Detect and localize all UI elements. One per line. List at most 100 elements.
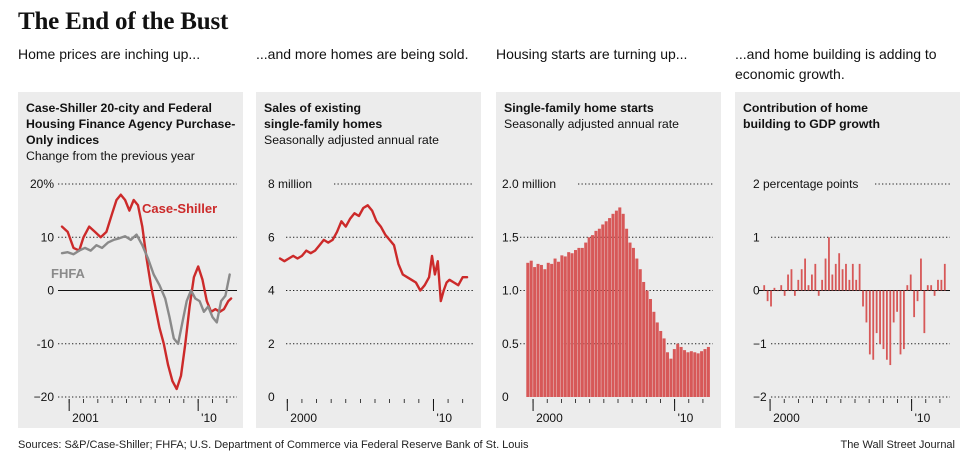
- bar: [940, 279, 943, 291]
- bar: [906, 285, 909, 291]
- panel-title-block: Case-Shiller 20-city and Federal Housing…: [26, 100, 238, 164]
- bar: [868, 290, 871, 355]
- bar: [666, 352, 670, 397]
- bar: [546, 262, 550, 397]
- bar: [916, 290, 919, 302]
- bar: [787, 274, 789, 291]
- bar: [631, 247, 635, 397]
- bar: [909, 274, 912, 291]
- bar: [574, 250, 578, 397]
- bar: [580, 247, 584, 397]
- bar: [821, 279, 824, 291]
- bar: [923, 290, 926, 334]
- x-tick-label: '10: [678, 411, 694, 425]
- series-line-existing-single-family-home-sales: [278, 204, 469, 303]
- y-tick-label: 0: [502, 390, 509, 404]
- y-tick-label: 2: [268, 337, 275, 351]
- series-label-fhfa: FHFA: [51, 266, 86, 281]
- bar: [828, 237, 830, 291]
- bar: [865, 290, 868, 323]
- x-tick-label: 2000: [290, 411, 317, 425]
- bar: [689, 351, 693, 397]
- bar: [676, 343, 680, 397]
- bar: [642, 281, 646, 397]
- headline-prices: Home prices are inching up...: [18, 46, 201, 62]
- y-tick-label: 2 percentage points: [753, 177, 858, 191]
- panel-housing-starts: Single-family home starts Seasonally adj…: [496, 92, 721, 428]
- bar: [553, 258, 557, 397]
- bar: [899, 290, 902, 355]
- bar: [577, 247, 581, 397]
- bar: [560, 255, 564, 397]
- bar: [655, 322, 659, 397]
- bar: [625, 228, 629, 397]
- bar: [638, 269, 642, 397]
- bar: [858, 263, 861, 291]
- bar: [601, 224, 605, 397]
- bar: [926, 285, 929, 291]
- headline-sales: ...and more homes are being sold.: [256, 46, 469, 62]
- bar: [882, 290, 885, 350]
- bar: [889, 290, 892, 366]
- bar: [533, 267, 537, 397]
- chart-subtitle: Seasonally adjusted annual rate: [264, 133, 440, 147]
- bar: [604, 221, 608, 397]
- bar: [776, 290, 779, 292]
- bar: [683, 350, 687, 397]
- existing-sales-chart: 8 million 6 4 2 0 2000 '10: [268, 177, 473, 425]
- y-tick-label: −20: [34, 390, 55, 404]
- bar: [838, 253, 841, 291]
- panel-title-block: Single-family home starts Seasonally adj…: [504, 100, 716, 132]
- y-tick-label: 0: [268, 390, 275, 404]
- bar: [817, 290, 820, 296]
- bar: [783, 290, 786, 296]
- home-prices-chart: 20% 10 0 -10 −20 2001 '10 Case-Shiller FHFA: [30, 177, 237, 425]
- x-tick-label: '10: [201, 411, 217, 425]
- bar: [669, 358, 673, 397]
- bar: [645, 290, 649, 397]
- x-tick-label: '10: [436, 411, 452, 425]
- panel-existing-sales: Sales of existing single-family homes Se…: [256, 92, 481, 428]
- bar: [892, 290, 895, 323]
- bar: [807, 285, 810, 291]
- x-tick-label: 2000: [536, 411, 563, 425]
- panel-title-block: Sales of existing single-family homes Se…: [264, 100, 476, 148]
- bar: [556, 261, 560, 397]
- series-label-case-shiller: Case-Shiller: [142, 201, 217, 216]
- bar: [804, 258, 806, 291]
- bar: [703, 349, 707, 397]
- series-line-case-shiller: [60, 193, 233, 391]
- bar: [570, 253, 574, 397]
- bar: [659, 330, 663, 397]
- bar: [543, 269, 547, 397]
- bar: [662, 338, 666, 397]
- bar: [594, 230, 598, 397]
- bar: [696, 353, 700, 397]
- panel-home-prices: Case-Shiller 20-city and Federal Housing…: [18, 92, 243, 428]
- bar: [587, 237, 591, 397]
- panel-gdp-contribution: Contribution of home building to GDP gro…: [735, 92, 960, 428]
- bar: [930, 285, 933, 291]
- bar: [875, 290, 878, 334]
- gdp-contribution-chart: 2 percentage points 1 0 −1 −2 2000 '10: [753, 177, 950, 425]
- bar: [903, 290, 905, 350]
- bar: [611, 213, 615, 397]
- bar: [648, 299, 652, 397]
- bar: [614, 210, 618, 397]
- bar: [814, 263, 817, 291]
- bar: [811, 274, 813, 291]
- sources-note: Sources: S&P/Case-Shiller; FHFA; U.S. De…: [18, 439, 529, 451]
- bar: [621, 213, 625, 397]
- housing-starts-chart: 2.0 million 1.5 1.0 0.5 0 2000 '10: [502, 177, 713, 425]
- y-tick-label: -10: [37, 337, 55, 351]
- main-title: The End of the Bust: [18, 8, 229, 35]
- bar: [539, 264, 543, 397]
- chart-title: Sales of existing single-family homes: [264, 101, 383, 131]
- bar: [686, 352, 690, 397]
- bar: [851, 263, 854, 291]
- y-tick-label: 4: [268, 284, 275, 298]
- bar: [913, 290, 916, 318]
- bar: [879, 290, 881, 344]
- y-tick-label: −1: [753, 337, 767, 351]
- bar: [550, 263, 554, 397]
